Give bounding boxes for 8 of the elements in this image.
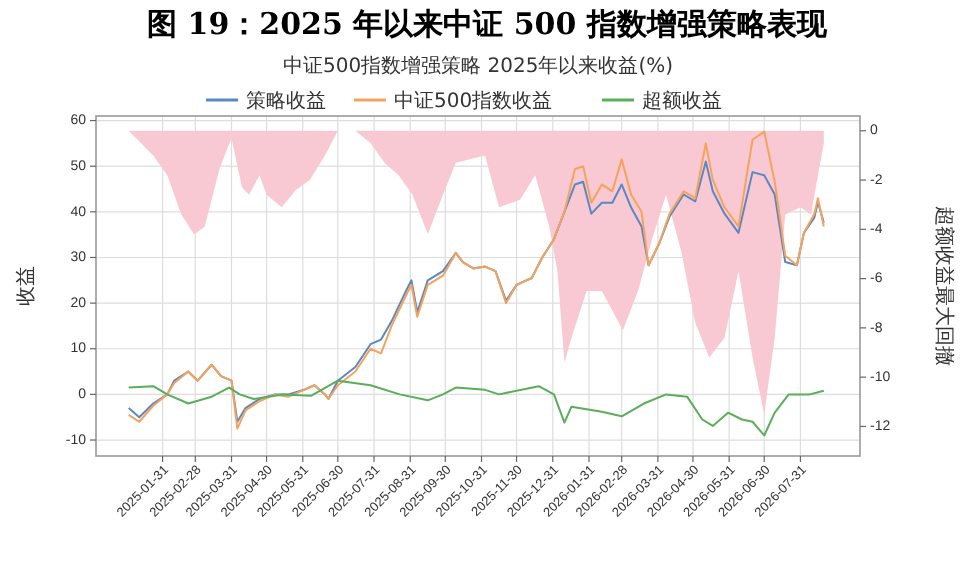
legend-label: 策略收益 xyxy=(246,89,326,113)
line-series xyxy=(127,379,825,437)
y2-axis-title: 超额收益最大回撤 xyxy=(932,206,956,366)
chart-subtitle: 中证500指数增强策略 2025年以来收益(%) xyxy=(282,54,674,78)
legend-label: 超额收益 xyxy=(642,89,722,113)
legend-label: 中证500指数收益 xyxy=(394,89,553,113)
chart-title: 图 19：2025 年以来中证 500 指数增强策略表现 xyxy=(147,6,829,42)
y-axis-title: 收益 xyxy=(14,266,38,306)
